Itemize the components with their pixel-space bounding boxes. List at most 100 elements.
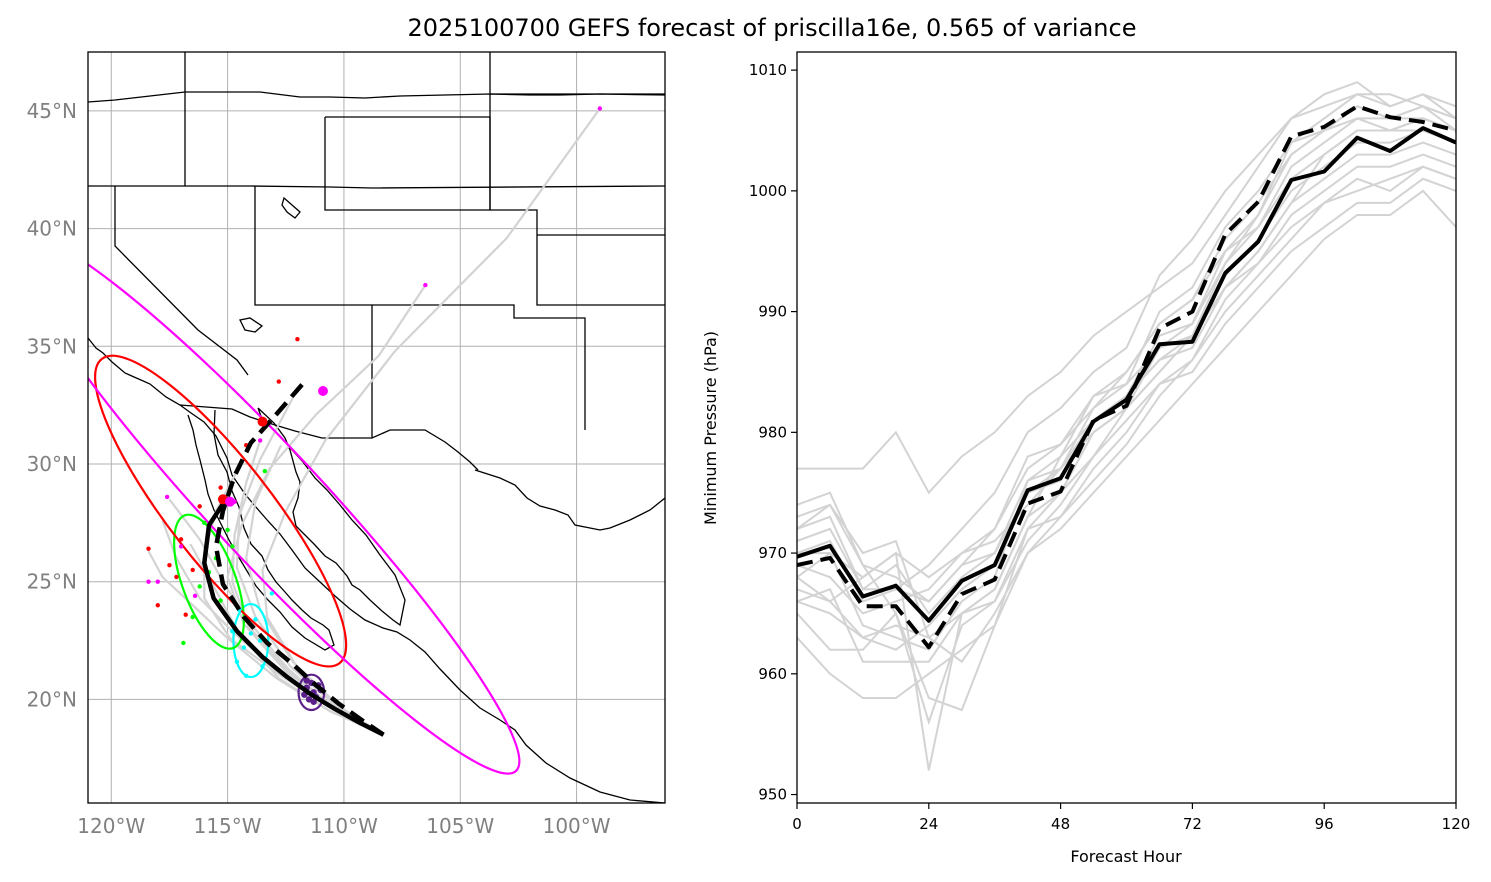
point-hour_48 [234,659,240,664]
y-tick-label: 1000 [749,182,787,200]
ellipse-hour_96 [94,354,348,668]
x-tick-label: 24 [919,815,938,833]
state-line-2 [254,186,373,438]
ellipse-hour_120 [88,233,521,775]
point-hour_96 [218,485,223,490]
lake-2 [239,317,264,333]
point-hour_96 [146,546,151,551]
member-line [797,189,1456,699]
ellipse-hour_72 [173,513,245,650]
point-hour_72 [262,468,268,474]
y-tick-label: 1010 [749,61,787,79]
point-hour_48 [253,617,258,622]
state-line-7 [372,304,586,430]
ellipse-hour_48 [232,602,270,679]
lat-tick-label: 30°N [27,452,77,476]
map-panel: 120°W 115°W 110°W 105°W 100°W 20°N 25°N 30°N 35°… [27,51,666,838]
coastline-west [88,337,665,803]
y-tick-label: 990 [758,303,787,321]
y-tick-label: 960 [758,665,787,683]
member-line [797,177,1456,664]
lon-tick-label: 120°W [77,814,145,838]
point-hour_72 [230,544,235,549]
baja-coast [187,409,335,651]
lon-tick-label: 100°W [543,814,611,838]
point-hour_96 [167,563,172,568]
point-hour_72 [202,520,207,526]
member-line [797,81,1456,495]
point-hour_72 [225,527,230,533]
state-line-4 [489,52,665,306]
lake-1 [281,196,301,219]
y-tick-label: 950 [758,786,787,804]
map-frame [87,51,666,804]
lon-tick-label: 110°W [310,814,378,838]
mean-pressure-lines [797,104,1456,650]
lon-tick-label: 105°W [426,814,494,838]
point-hour_96 [197,504,202,509]
point-hour_120 [423,282,428,288]
member-line [797,105,1456,651]
point-hour_48 [248,631,254,636]
lat-tick-label: 40°N [27,217,77,241]
map-background [88,52,665,803]
mean-pressure-solid [797,126,1456,623]
point-hour_96 [155,603,160,608]
mean-pressure-dashed [797,104,1456,650]
x-tick-label: 96 [1315,815,1334,833]
point-hour_48 [241,645,247,650]
x-tick-label: 72 [1183,815,1202,833]
mean-tracks [202,377,385,737]
pressure-ticks: 0 24 48 72 96 120 950 960 970 980 990 1000 1010 [749,61,1471,833]
figure-title: 2025100700 GEFS forecast of priscilla16e… [408,14,1137,42]
point-hour_24 [310,698,317,705]
uncertainty-ellipses [88,233,521,775]
point-hour_72 [218,598,223,603]
point-hour_48 [269,591,275,596]
point-hour_120 [155,579,160,584]
point-hour_72 [181,640,186,646]
lat-tick-label: 45°N [27,99,77,123]
x-tick-label: 120 [1442,815,1471,833]
mean-position-hour_120_alt [224,496,235,507]
mean-track-solid [202,495,385,737]
pressure-ylabel: Minimum Pressure (hPa) [701,331,720,525]
map-gridlines [88,52,665,803]
lat-tick-label: 35°N [27,334,77,358]
point-hour_96 [178,537,184,542]
point-hour_96 [183,612,188,617]
point-hour_120 [597,106,603,111]
point-hour_48 [230,628,235,634]
x-tick-label: 48 [1051,815,1070,833]
map-tick-labels: 120°W 115°W 110°W 105°W 100°W 20°N 25°N 30°N 35°… [27,99,611,838]
point-hour_96 [174,574,179,580]
point-hour_120 [164,494,170,500]
x-tick-label: 0 [792,815,802,833]
point-hour_120 [146,579,151,584]
y-tick-label: 970 [758,544,787,562]
member-lines [797,81,1456,771]
point-hour_48 [244,673,249,679]
mean-track-dashed [213,377,385,737]
pressure-panel: 0 24 48 72 96 120 950 960 970 980 990 1000 1010 Fore… [701,51,1471,866]
point-hour_120 [192,593,198,599]
point-hour_24 [303,677,310,684]
mexico-east-coast [474,469,665,531]
lat-tick-label: 25°N [27,570,77,594]
point-hour_96 [190,567,195,573]
point-hour_120 [178,544,184,549]
member-line [797,153,1456,639]
point-hour_96 [295,337,300,342]
coastline-north [88,91,665,103]
border-us-canada [88,185,665,189]
state-line-8 [114,186,249,376]
mean-position-hour_120 [317,386,328,397]
mean-position-hour_96 [257,416,268,427]
pressure-frame [796,51,1457,804]
point-hour_72 [190,614,195,620]
pressure-xlabel: Forecast Hour [1070,847,1182,866]
point-hour_96 [276,379,281,384]
lon-tick-label: 115°W [194,814,262,838]
y-tick-label: 980 [758,423,787,441]
